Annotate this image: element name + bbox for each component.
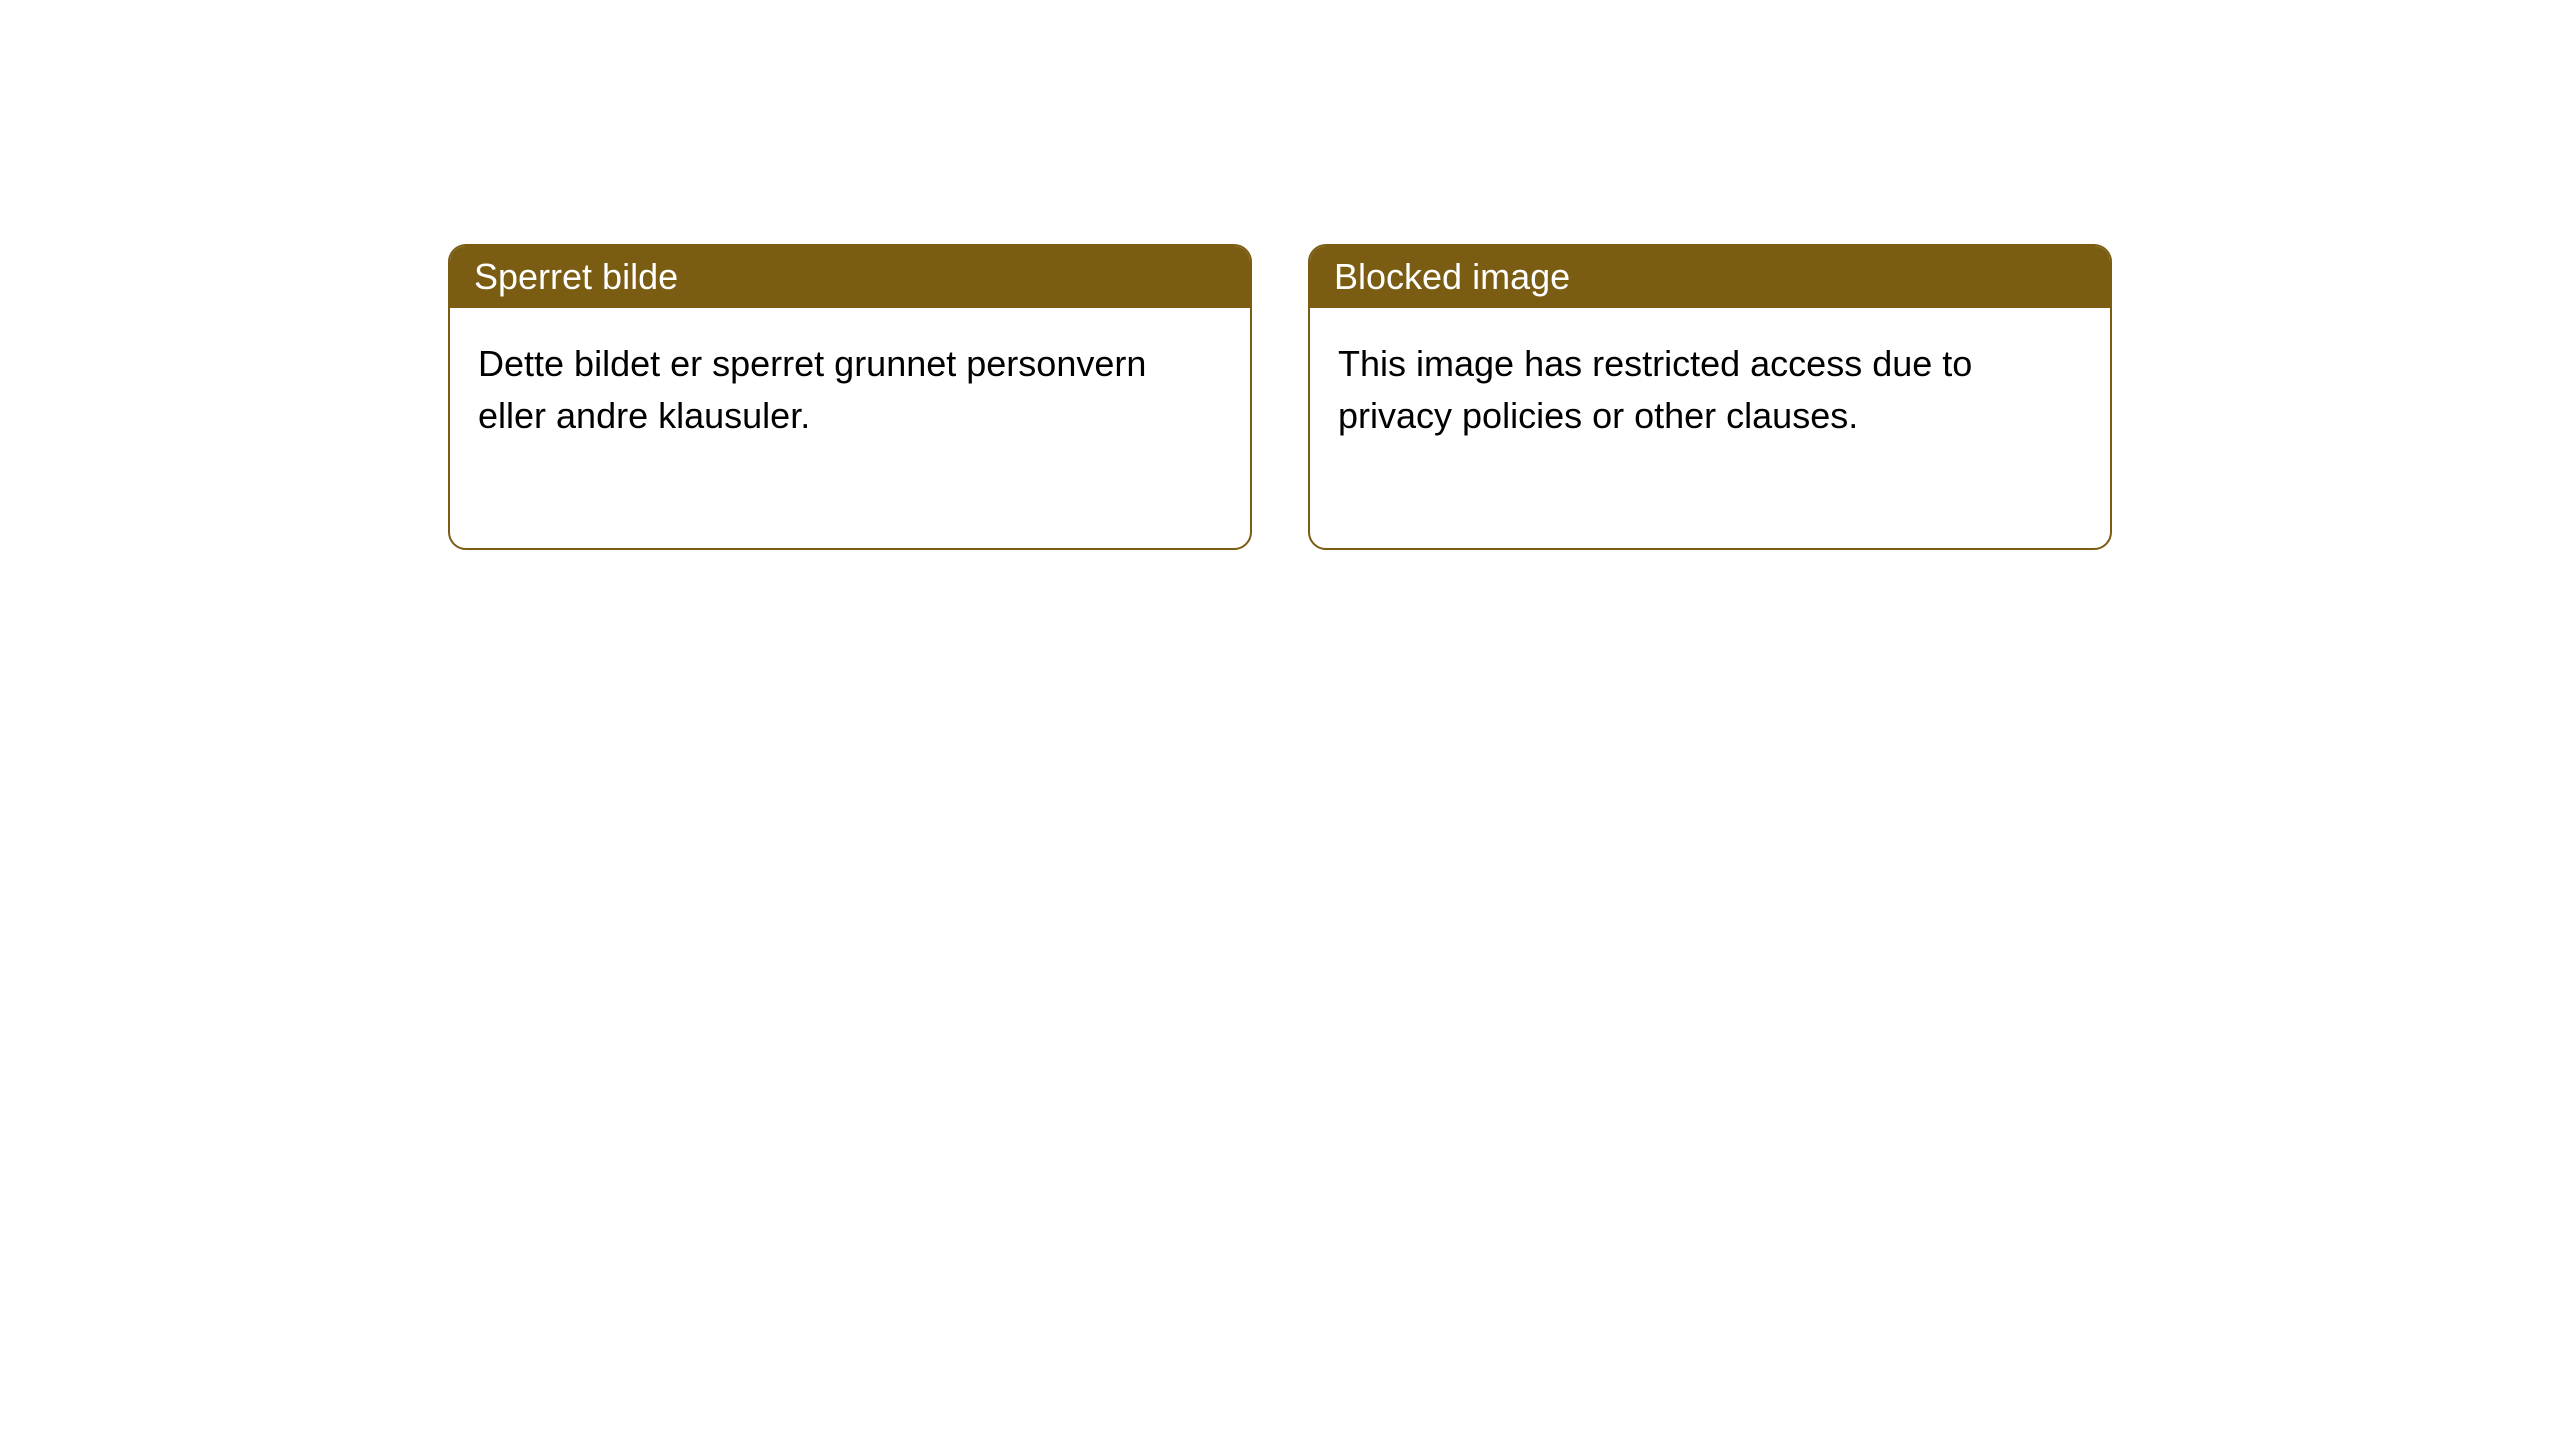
notice-card-norwegian: Sperret bilde Dette bildet er sperret gr… [448, 244, 1252, 550]
notice-container: Sperret bilde Dette bildet er sperret gr… [0, 0, 2560, 550]
notice-message: This image has restricted access due to … [1338, 343, 1972, 436]
notice-message: Dette bildet er sperret grunnet personve… [478, 343, 1146, 436]
notice-card-english: Blocked image This image has restricted … [1308, 244, 2112, 550]
notice-header: Blocked image [1310, 246, 2110, 308]
notice-body: This image has restricted access due to … [1310, 308, 2110, 548]
notice-title: Sperret bilde [474, 256, 678, 297]
notice-header: Sperret bilde [450, 246, 1250, 308]
notice-title: Blocked image [1334, 256, 1570, 297]
notice-body: Dette bildet er sperret grunnet personve… [450, 308, 1250, 548]
